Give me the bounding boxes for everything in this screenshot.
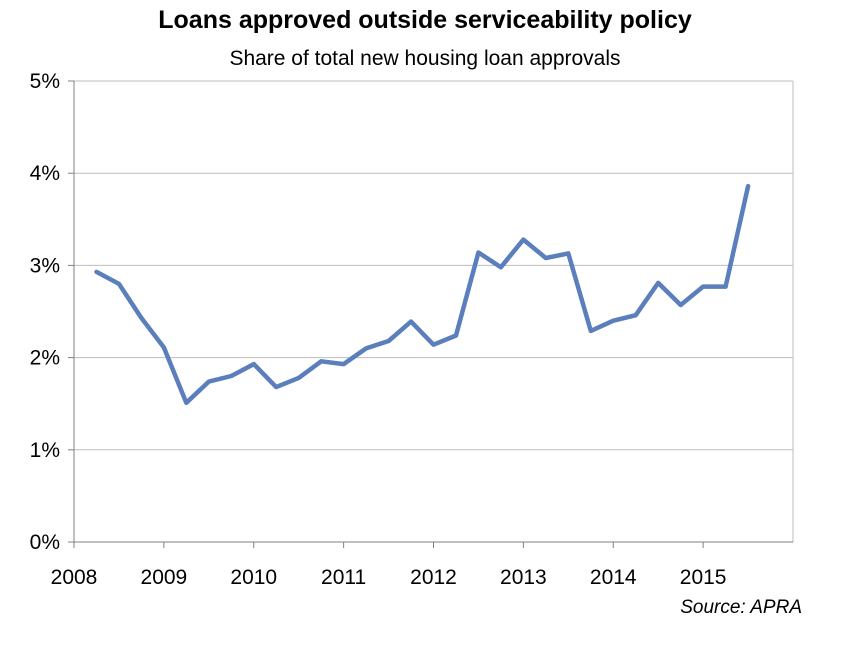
- x-tick-label: 2013: [500, 566, 547, 589]
- y-tick-label: 2%: [30, 347, 60, 370]
- chart-title: Loans approved outside serviceability po…: [158, 6, 692, 34]
- x-tick-label: 2011: [321, 566, 366, 589]
- source-note: Source: APRA: [680, 597, 802, 618]
- chart-subtitle: Share of total new housing loan approval…: [229, 47, 621, 70]
- y-tick-label: 4%: [30, 162, 60, 185]
- x-tick-label: 2015: [680, 566, 727, 589]
- y-tick-label: 5%: [30, 70, 60, 93]
- x-tick-label: 2012: [410, 566, 457, 589]
- x-tick-label: 2010: [230, 566, 277, 589]
- y-tick-label: 3%: [30, 254, 60, 277]
- series-line: [94, 183, 751, 406]
- x-tick-label: 2009: [141, 566, 188, 589]
- x-tick-label: 2008: [51, 566, 98, 589]
- x-tick-label: 2014: [590, 566, 637, 589]
- y-tick-label: 1%: [30, 439, 60, 462]
- y-tick-label: 0%: [30, 531, 60, 554]
